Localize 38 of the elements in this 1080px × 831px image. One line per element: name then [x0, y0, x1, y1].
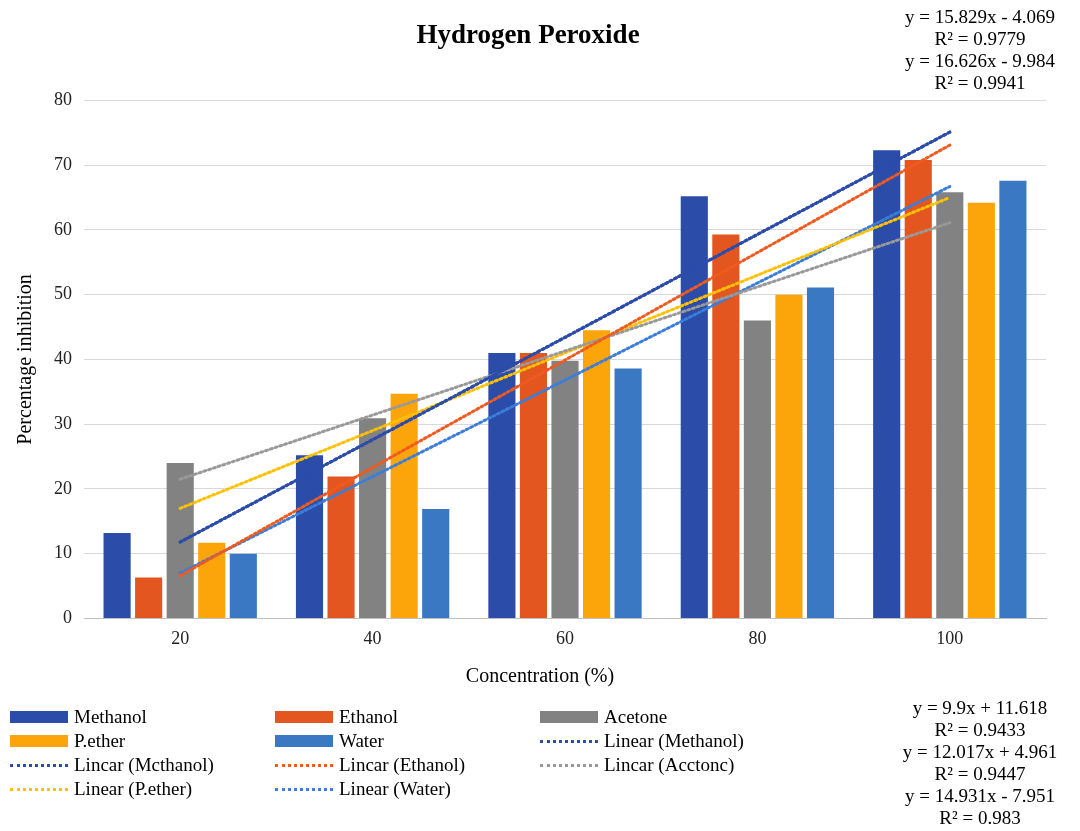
legend-label: Lincar (Ethanol): [339, 754, 466, 776]
y-tick-label: 40: [54, 348, 72, 369]
x-tick-label: 80: [748, 627, 767, 648]
x-tick-label: 20: [171, 627, 190, 648]
legend-label: Lincar (Acctonc): [604, 754, 735, 776]
chart-title: Hydrogen Peroxide: [416, 19, 640, 50]
legend-label: Linear (P.ether): [74, 778, 193, 800]
y-tick-label: 30: [54, 412, 72, 433]
legend-label: Water: [339, 730, 384, 752]
y-tick-label: 70: [54, 153, 72, 174]
legend-label: Linear (Water): [339, 778, 451, 800]
text: R² = 0.9941: [933, 72, 1027, 94]
y-tick-label: 80: [54, 89, 72, 110]
legend-label: Ethanol: [339, 706, 399, 728]
legend-label: Lincar (Mcthanol): [74, 754, 214, 776]
legend-label: Methanol: [74, 706, 147, 728]
text: R² = 0.9447: [933, 763, 1027, 785]
text: y = 9.9x + 11.618: [911, 697, 1049, 719]
text: y = 14.931x - 7.951: [903, 785, 1056, 807]
x-tick-label: 60: [556, 627, 574, 648]
y-tick-label: 0: [63, 607, 72, 628]
legend-label: Acetone: [604, 706, 668, 728]
legend-label: P.ether: [74, 730, 126, 752]
text: R² = 0.9779: [933, 28, 1027, 50]
x-tick-label: 100: [936, 627, 964, 648]
x-axis-title: Concentration (%): [464, 664, 616, 687]
x-tick-label: 40: [363, 627, 382, 648]
legend-label: Linear (Methanol): [604, 730, 744, 752]
y-tick-label: 50: [54, 283, 72, 304]
text: R² = 0.9433: [933, 719, 1027, 741]
y-axis-title: Percentage inhibition: [13, 274, 37, 445]
text: y = 12.017x + 4.961: [901, 741, 1059, 763]
y-tick-label: 10: [54, 542, 72, 563]
text: y = 15.829x - 4.069: [903, 6, 1056, 28]
y-tick-label: 20: [54, 477, 72, 498]
y-tick-label: 60: [54, 218, 72, 239]
text: R² = 0.983: [938, 807, 1022, 829]
text: y = 16.626x - 9.984: [903, 50, 1056, 72]
